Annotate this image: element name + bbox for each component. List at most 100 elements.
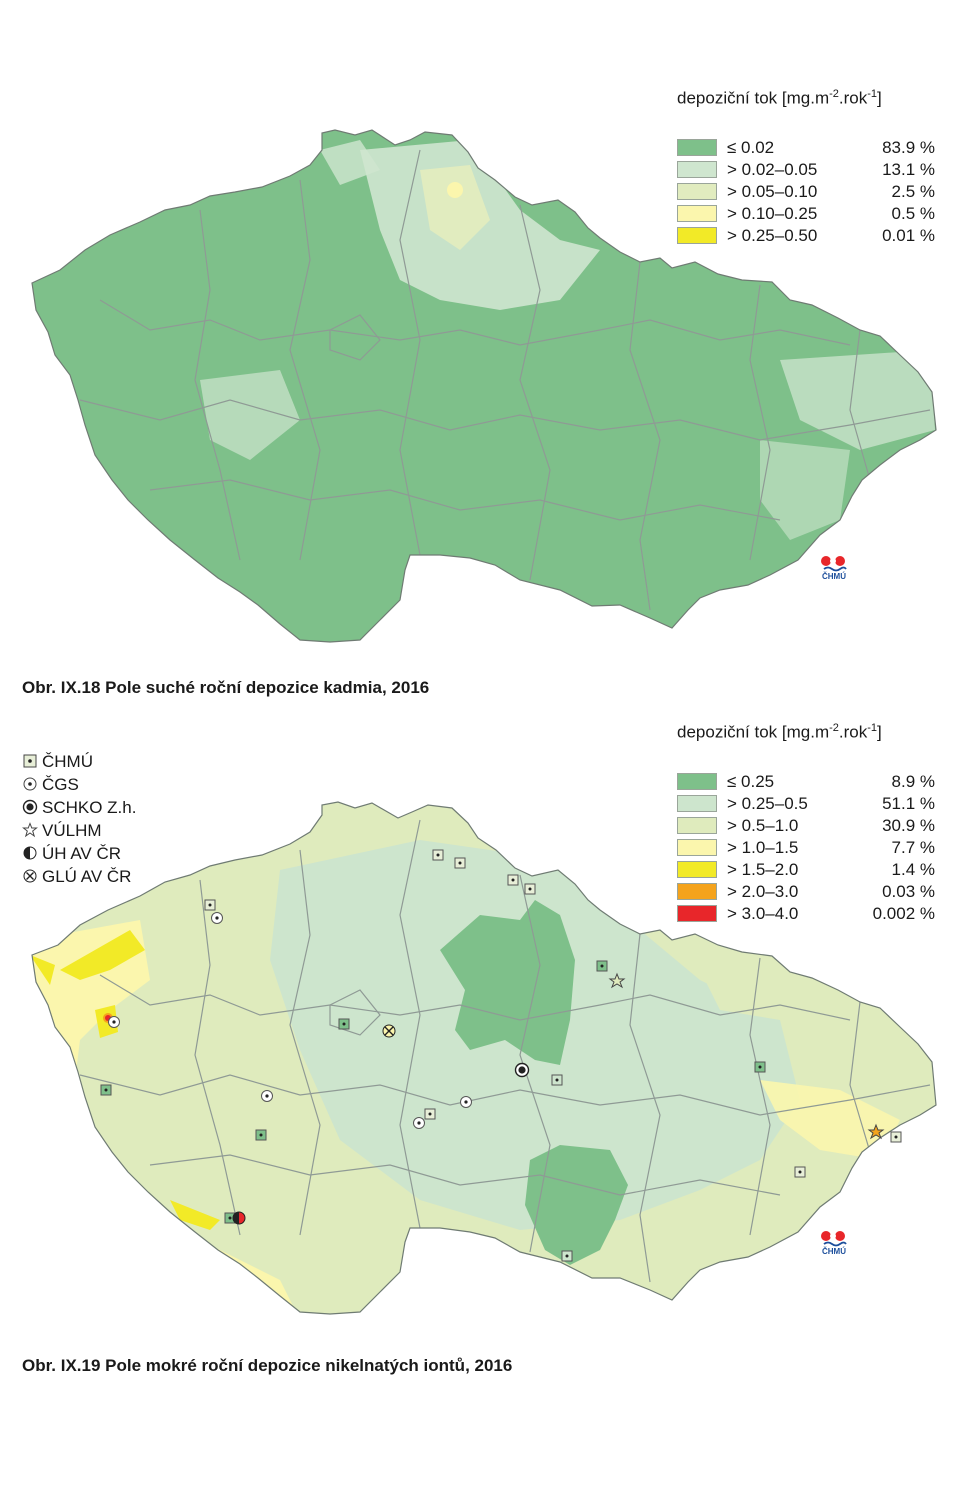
legend-swatch (677, 861, 717, 878)
legend-range-label: > 3.0–4.0 (727, 904, 799, 923)
half-circle-icon (23, 846, 37, 860)
station-glu-marker (382, 1024, 396, 1038)
station-legend-item: GLÚ AV ČR (22, 867, 136, 890)
figure-cadmium-dry-deposition: depoziční tok [mg.m-2.rok-1] ≤ 0.02 83.9 … (0, 0, 975, 720)
station-chmu-marker (524, 883, 536, 895)
station-chmu-marker (432, 849, 444, 861)
map-cadmium (31, 129, 937, 643)
legend-range-label: > 0.5–1.0 (727, 816, 799, 835)
station-cgs-marker (460, 1096, 472, 1108)
station-schko-marker (514, 1062, 530, 1078)
station-legend-item: VÚLHM (22, 821, 136, 844)
legend-item: ≤ 0.25 8.9 % (677, 772, 935, 792)
legend-range-label: > 0.25–0.50 (727, 226, 818, 245)
legend-swatch (677, 839, 717, 856)
station-chmu-marker (454, 857, 466, 869)
figure-caption: Obr. IX.18 Pole suché roční depozice kad… (22, 678, 430, 697)
station-chmu-marker (204, 899, 216, 911)
legend-range-label: > 0.10–0.25 (727, 204, 818, 223)
station-chmu-marker (100, 1084, 112, 1096)
legend-item: > 0.5–1.0 30.9 % (677, 816, 935, 836)
legend-range-label: > 2.0–3.0 (727, 882, 799, 901)
legend-range-label: > 1.5–2.0 (727, 860, 799, 879)
legend-item: > 0.02–0.05 13.1 % (677, 160, 935, 180)
legend-percent: 30.9 % (882, 816, 935, 835)
station-label: VÚLHM (42, 821, 102, 840)
legend-swatch (677, 773, 717, 790)
station-label: SCHKO Z.h. (42, 798, 137, 817)
legend-percent: 8.9 % (891, 772, 935, 791)
station-chmu-marker (507, 874, 519, 886)
legend-percent: 2.5 % (891, 182, 935, 201)
legend-swatch (677, 795, 717, 812)
chmu-logo: ČHMÚ (816, 1228, 852, 1260)
legend-title: depoziční tok [mg.m-2.rok-1] (677, 88, 882, 108)
legend-swatch (677, 161, 717, 178)
station-legend-item: ÚH AV ČR (22, 844, 136, 867)
circle-dot-icon (23, 777, 37, 791)
station-chmu-marker (551, 1074, 563, 1086)
deposition-patches (200, 140, 935, 540)
legend-swatch (677, 883, 717, 900)
legend-swatch (677, 905, 717, 922)
legend-range-label: > 0.02–0.05 (727, 160, 818, 179)
figure-nickel-wet-deposition: ČHMÚ ČGS SCHKO Z.h. VÚLHM ÚH AV ČR GLÚ AV ČR … (0, 720, 975, 1400)
legend-swatch (677, 183, 717, 200)
station-cgs-marker (413, 1117, 425, 1129)
station-legend-item: SCHKO Z.h. (22, 798, 136, 821)
chmu-logo: ČHMÚ (816, 553, 852, 585)
legend-percent: 7.7 % (891, 838, 935, 857)
legend-range-label: > 1.0–1.5 (727, 838, 799, 857)
district-borders (79, 149, 931, 611)
legend-range-label: ≤ 0.25 (727, 772, 775, 791)
station-legend: ČHMÚ ČGS SCHKO Z.h. VÚLHM ÚH AV ČR GLÚ AV ČR (22, 752, 136, 890)
station-chmu-marker (596, 960, 608, 972)
legend-percent: 83.9 % (882, 138, 935, 157)
station-label: ÚH AV ČR (42, 844, 122, 863)
legend-item: > 0.25–0.50 0.01 % (677, 226, 935, 246)
legend-percent: 0.002 % (872, 904, 935, 923)
station-chmu-marker (338, 1018, 350, 1030)
station-legend-item: ČGS (22, 775, 136, 798)
station-chmu-marker (794, 1166, 806, 1178)
legend-percent: 13.1 % (882, 160, 935, 179)
legend-percent: 1.4 % (891, 860, 935, 879)
legend-percent: 51.1 % (882, 794, 935, 813)
legend-item: > 0.05–0.10 2.5 % (677, 182, 935, 202)
legend-percent: 0.5 % (891, 204, 935, 223)
legend-item: > 0.25–0.5 51.1 % (677, 794, 935, 814)
legend-range-label: > 0.05–0.10 (727, 182, 818, 201)
legend-swatch (677, 205, 717, 222)
deposition-patches (32, 840, 900, 1314)
legend-item: > 3.0–4.0 0.002 % (677, 904, 935, 924)
station-label: ČHMÚ (42, 752, 93, 771)
square-dot-icon (23, 754, 37, 768)
station-chmu-marker (754, 1061, 766, 1073)
station-cgs-marker (261, 1090, 273, 1102)
station-chmu-marker (255, 1129, 267, 1141)
legend-swatch (677, 817, 717, 834)
legend-item: > 1.0–1.5 7.7 % (677, 838, 935, 858)
legend-percent: 0.01 % (882, 226, 935, 245)
station-chmu-marker (561, 1250, 573, 1262)
station-chmu-marker (424, 1108, 436, 1120)
legend-range-label: > 0.25–0.5 (727, 794, 808, 813)
star-icon (22, 822, 38, 838)
legend-title: depoziční tok [mg.m-2.rok-1] (677, 722, 882, 742)
station-label: ČGS (42, 775, 79, 794)
legend-range-label: ≤ 0.02 (727, 138, 775, 157)
legend-percent: 0.03 % (882, 882, 935, 901)
station-vulhm-marker (867, 1123, 885, 1140)
station-label: GLÚ AV ČR (42, 867, 132, 886)
legend-item: > 0.10–0.25 0.5 % (677, 204, 935, 224)
station-cgs-marker (211, 912, 223, 924)
station-legend-item: ČHMÚ (22, 752, 136, 775)
legend-item: > 2.0–3.0 0.03 % (677, 882, 935, 902)
station-uh-marker (232, 1211, 246, 1225)
legend-item: > 1.5–2.0 1.4 % (677, 860, 935, 880)
circle-x-icon (23, 869, 37, 883)
station-chmu-marker (890, 1131, 902, 1143)
station-markers (100, 849, 902, 1262)
legend-swatch (677, 139, 717, 156)
legend-item: ≤ 0.02 83.9 % (677, 138, 935, 158)
